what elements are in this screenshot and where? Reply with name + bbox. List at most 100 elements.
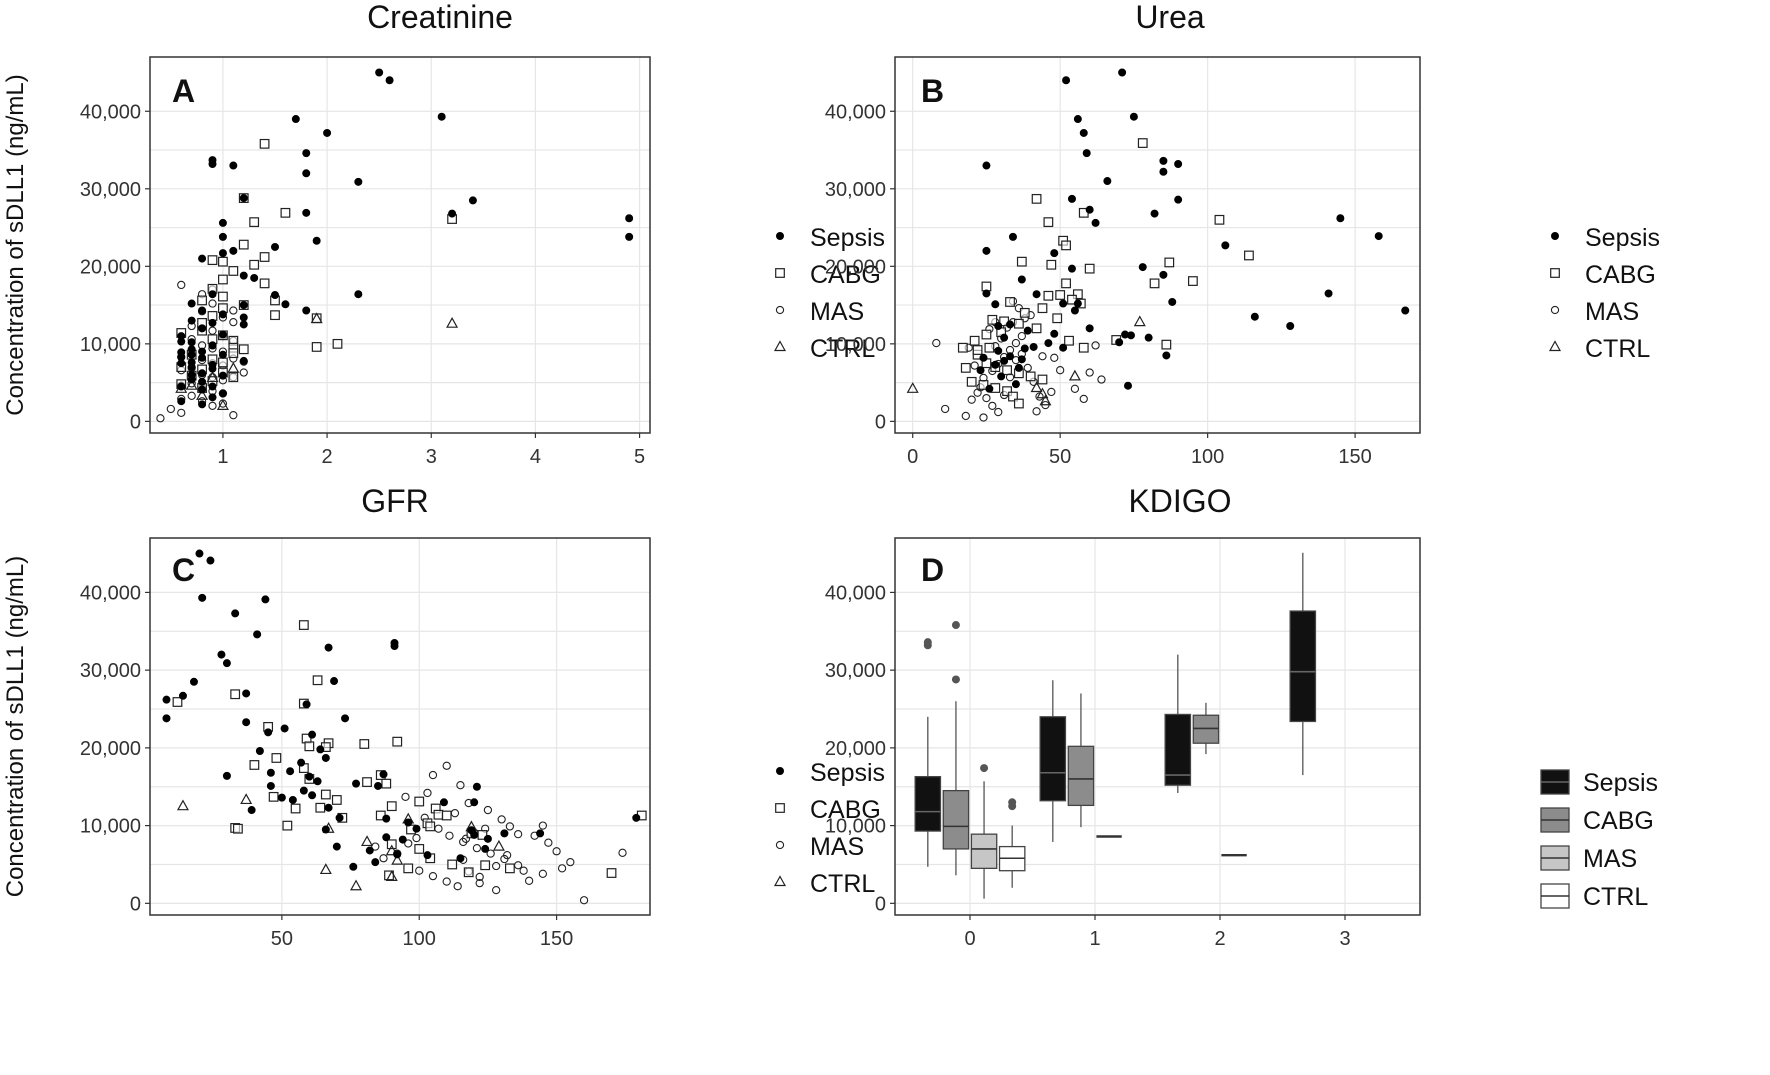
point-cabg xyxy=(1164,257,1175,268)
point-mas xyxy=(552,847,561,856)
point-mas xyxy=(415,866,424,875)
y-tick-label: 0 xyxy=(875,893,886,915)
point-sepsis xyxy=(239,301,248,310)
plot-background xyxy=(150,538,650,915)
legend-label: MAS xyxy=(1583,845,1637,873)
point-sepsis xyxy=(297,758,306,767)
point-mas xyxy=(156,414,165,423)
point-sepsis xyxy=(208,341,217,350)
x-tick-label: 1 xyxy=(217,446,228,468)
point-sepsis xyxy=(456,854,465,863)
point-sepsis xyxy=(187,299,196,308)
point-ctrl xyxy=(906,382,919,393)
point-sepsis xyxy=(398,835,407,844)
point-sepsis xyxy=(239,320,248,329)
point-sepsis xyxy=(217,650,226,659)
point-sepsis xyxy=(218,310,227,319)
point-sepsis xyxy=(313,777,322,786)
point-cabg xyxy=(1037,374,1048,385)
point-sepsis xyxy=(632,813,641,822)
point-sepsis xyxy=(994,322,1003,331)
y-tick-label: 40,000 xyxy=(825,101,886,123)
point-cabg xyxy=(268,791,279,802)
point-mas xyxy=(412,833,421,843)
point-cabg xyxy=(1061,278,1071,289)
point-sepsis xyxy=(1017,275,1026,284)
point-sepsis xyxy=(239,313,248,322)
panel-title: Creatinine xyxy=(367,0,513,35)
point-sepsis xyxy=(365,846,374,855)
point-cabg xyxy=(414,844,425,854)
point-cabg xyxy=(386,801,397,812)
y-tick-label: 0 xyxy=(875,411,886,433)
point-sepsis xyxy=(335,813,344,822)
point-sepsis xyxy=(218,218,227,227)
point-ctrl xyxy=(319,863,332,875)
point-cabg xyxy=(1025,371,1036,382)
y-axis-label: Concentration of sDLL1 (ng/mL) xyxy=(2,556,29,898)
point-sepsis xyxy=(1159,156,1168,165)
point-mas xyxy=(932,338,941,348)
point-sepsis xyxy=(1250,312,1259,321)
point-cabg xyxy=(312,675,323,686)
point-sepsis xyxy=(187,316,196,325)
point-cabg xyxy=(259,138,270,149)
point-cabg xyxy=(981,329,992,340)
point-ctrl xyxy=(185,378,198,390)
point-sepsis xyxy=(1044,339,1053,348)
point-mas xyxy=(486,849,495,858)
point-cabg xyxy=(433,809,444,820)
point-sepsis xyxy=(1023,326,1032,335)
point-mas xyxy=(1085,368,1094,377)
point-sepsis xyxy=(1006,320,1015,329)
point-sepsis xyxy=(1124,381,1133,390)
point-sepsis xyxy=(390,642,399,651)
point-cabg xyxy=(280,207,291,218)
point-cabg xyxy=(1137,138,1148,148)
point-sepsis xyxy=(341,714,350,723)
point-mas xyxy=(492,885,501,895)
point-cabg xyxy=(1055,290,1066,300)
point-sepsis xyxy=(280,724,289,733)
point-ctrl xyxy=(361,835,374,847)
point-mas xyxy=(1091,341,1100,350)
point-ctrl xyxy=(385,844,398,856)
point-cabg xyxy=(1084,263,1095,274)
y-tick-label: 40,000 xyxy=(80,582,141,604)
point-sepsis xyxy=(187,345,196,354)
y-tick-label: 40,000 xyxy=(825,582,886,604)
point-sepsis xyxy=(481,844,490,853)
legend-label: CABG xyxy=(1583,807,1654,835)
point-sepsis xyxy=(1082,149,1091,158)
point-sepsis xyxy=(483,834,492,843)
point-cabg xyxy=(1005,297,1015,307)
legend-key-mas xyxy=(775,840,785,850)
point-cabg xyxy=(359,739,370,749)
outlier-point xyxy=(923,638,932,647)
point-sepsis xyxy=(198,306,207,315)
point-sepsis xyxy=(1159,167,1168,176)
point-cabg xyxy=(228,266,239,276)
point-cabg xyxy=(480,860,491,871)
y-tick-label: 30,000 xyxy=(80,179,141,201)
point-ctrl xyxy=(196,389,209,400)
point-sepsis xyxy=(239,194,248,203)
point-cabg xyxy=(1031,323,1042,334)
point-sepsis xyxy=(1006,352,1015,361)
plot-frame xyxy=(149,537,651,916)
point-sepsis xyxy=(229,246,238,255)
point-sepsis xyxy=(281,300,290,309)
point-ctrl xyxy=(216,399,229,410)
point-cabg xyxy=(447,859,458,870)
point-cabg xyxy=(218,291,228,302)
point-mas xyxy=(967,395,976,404)
legend-label: CTRL xyxy=(1583,883,1648,911)
point-sepsis xyxy=(218,350,227,359)
point-mas xyxy=(502,850,512,860)
point-sepsis xyxy=(208,290,217,299)
point-sepsis xyxy=(222,659,231,668)
point-cabg xyxy=(504,863,515,874)
point-cabg xyxy=(1016,256,1027,267)
y-tick-label: 10,000 xyxy=(80,816,141,838)
